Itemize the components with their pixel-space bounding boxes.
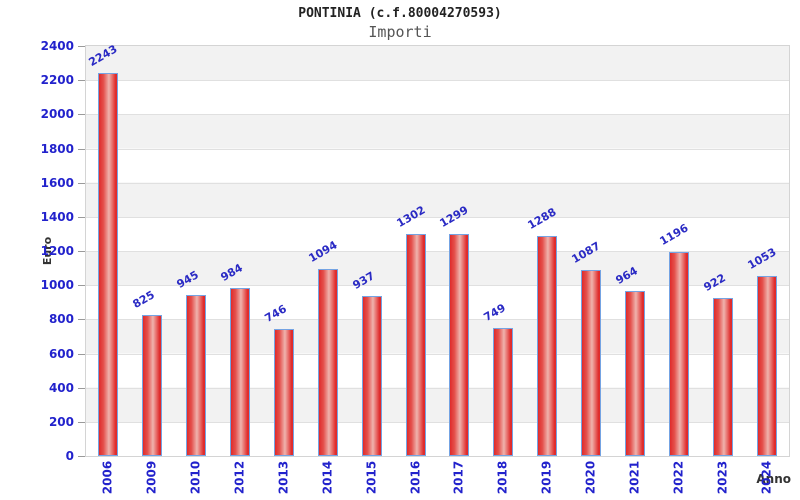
y-gridline — [86, 387, 789, 389]
y-tick-mark — [78, 46, 85, 47]
bar-2018 — [493, 328, 514, 456]
bar-value-label: 746 — [262, 302, 289, 325]
y-gridline — [86, 216, 789, 218]
x-tick-label: 2024 — [759, 460, 774, 495]
bar-value-label: 1087 — [569, 239, 603, 266]
bar-2020 — [581, 270, 602, 456]
x-tick-label: 2018 — [495, 460, 510, 495]
y-tick-mark — [78, 182, 85, 184]
y-tick-label: 2000 — [40, 107, 74, 122]
x-tick-label: 2016 — [408, 460, 423, 495]
y-tick-mark — [78, 114, 85, 116]
x-tick-label: 2023 — [715, 460, 730, 495]
bar-2006 — [97, 73, 118, 456]
bar-value-label: 825 — [130, 288, 157, 311]
y-tick-label: 2200 — [40, 73, 74, 88]
bar-value-label: 1094 — [306, 238, 340, 265]
bar-value-label: 964 — [613, 264, 641, 287]
y-tick-mark — [78, 387, 85, 389]
bar-value-label: 2243 — [86, 42, 120, 69]
x-tick-label: 2013 — [276, 460, 291, 495]
y-tick-label: 400 — [48, 380, 74, 395]
bar-2016 — [405, 234, 426, 456]
y-tick-label: 0 — [65, 449, 74, 463]
y-tick-mark — [78, 456, 85, 457]
chart-subtitle: Importi — [368, 23, 432, 41]
x-axis-title: Anno — [756, 472, 791, 486]
bar-2021 — [625, 291, 646, 456]
y-gridline — [86, 353, 789, 355]
bar-value-label: 1196 — [657, 221, 691, 248]
y-tick-mark — [78, 319, 85, 321]
bar-value-label: 984 — [218, 261, 245, 284]
bar-value-label: 922 — [701, 271, 728, 294]
x-tick-label: 2020 — [583, 460, 598, 495]
y-gridline — [86, 114, 789, 116]
bar-value-label: 1288 — [525, 205, 559, 232]
y-tick-label: 1200 — [40, 244, 74, 258]
y-tick-mark — [78, 148, 85, 150]
y-tick-mark — [78, 285, 85, 287]
x-tick-label: 2009 — [144, 460, 159, 495]
y-tick-label: 1400 — [40, 209, 74, 224]
bar-2017 — [449, 234, 470, 456]
y-tick-mark — [78, 216, 85, 218]
y-gridline — [86, 319, 789, 321]
x-tick-label: 2015 — [364, 460, 379, 495]
y-tick-label: 1000 — [40, 278, 74, 293]
bar-2009 — [141, 315, 162, 456]
x-tick-label: 2014 — [320, 460, 335, 495]
y-gridline — [86, 182, 789, 184]
bar-2015 — [361, 296, 382, 456]
y-gridline — [86, 251, 789, 252]
y-tick-label: 800 — [48, 312, 74, 327]
y-tick-mark — [78, 80, 85, 82]
x-tick-label: 2012 — [232, 460, 247, 495]
y-tick-mark — [78, 353, 85, 355]
bar-value-label: 937 — [350, 269, 377, 292]
bar-2019 — [537, 236, 558, 456]
bar-value-label: 1302 — [394, 203, 428, 230]
x-tick-label: 2006 — [100, 460, 115, 495]
bar-2014 — [317, 269, 338, 456]
bar-value-label: 749 — [481, 301, 509, 324]
y-tick-label: 600 — [48, 346, 74, 361]
bar-value-label: 945 — [174, 268, 201, 291]
x-tick-label: 2021 — [627, 460, 642, 495]
chart-title: PONTINIA (c.f.80004270593) — [298, 6, 502, 21]
y-gridline — [86, 148, 789, 150]
y-tick-mark — [78, 251, 85, 252]
bar-2024 — [757, 276, 778, 456]
x-tick-label: 2019 — [539, 460, 554, 495]
bar-2013 — [273, 329, 294, 456]
bar-2010 — [185, 295, 206, 456]
x-tick-label: 2017 — [451, 460, 466, 495]
y-tick-label: 2400 — [40, 39, 74, 53]
y-tick-label: 1600 — [40, 175, 74, 190]
y-gridline — [86, 421, 789, 423]
bar-2012 — [229, 288, 250, 456]
bar-2023 — [713, 298, 734, 456]
y-tick-mark — [78, 421, 85, 423]
bar-value-label: 1299 — [437, 203, 471, 230]
bar-2022 — [669, 252, 690, 456]
x-tick-label: 2010 — [188, 460, 203, 495]
x-tick-label: 2022 — [671, 460, 686, 495]
y-gridline — [86, 285, 789, 287]
y-tick-label: 1800 — [40, 141, 74, 156]
y-tick-label: 200 — [48, 414, 74, 429]
plot-area: 2243 825 945 984 746 1094 937 1302 1299 749 1288 10… — [85, 42, 790, 457]
y-gridline — [86, 80, 789, 82]
